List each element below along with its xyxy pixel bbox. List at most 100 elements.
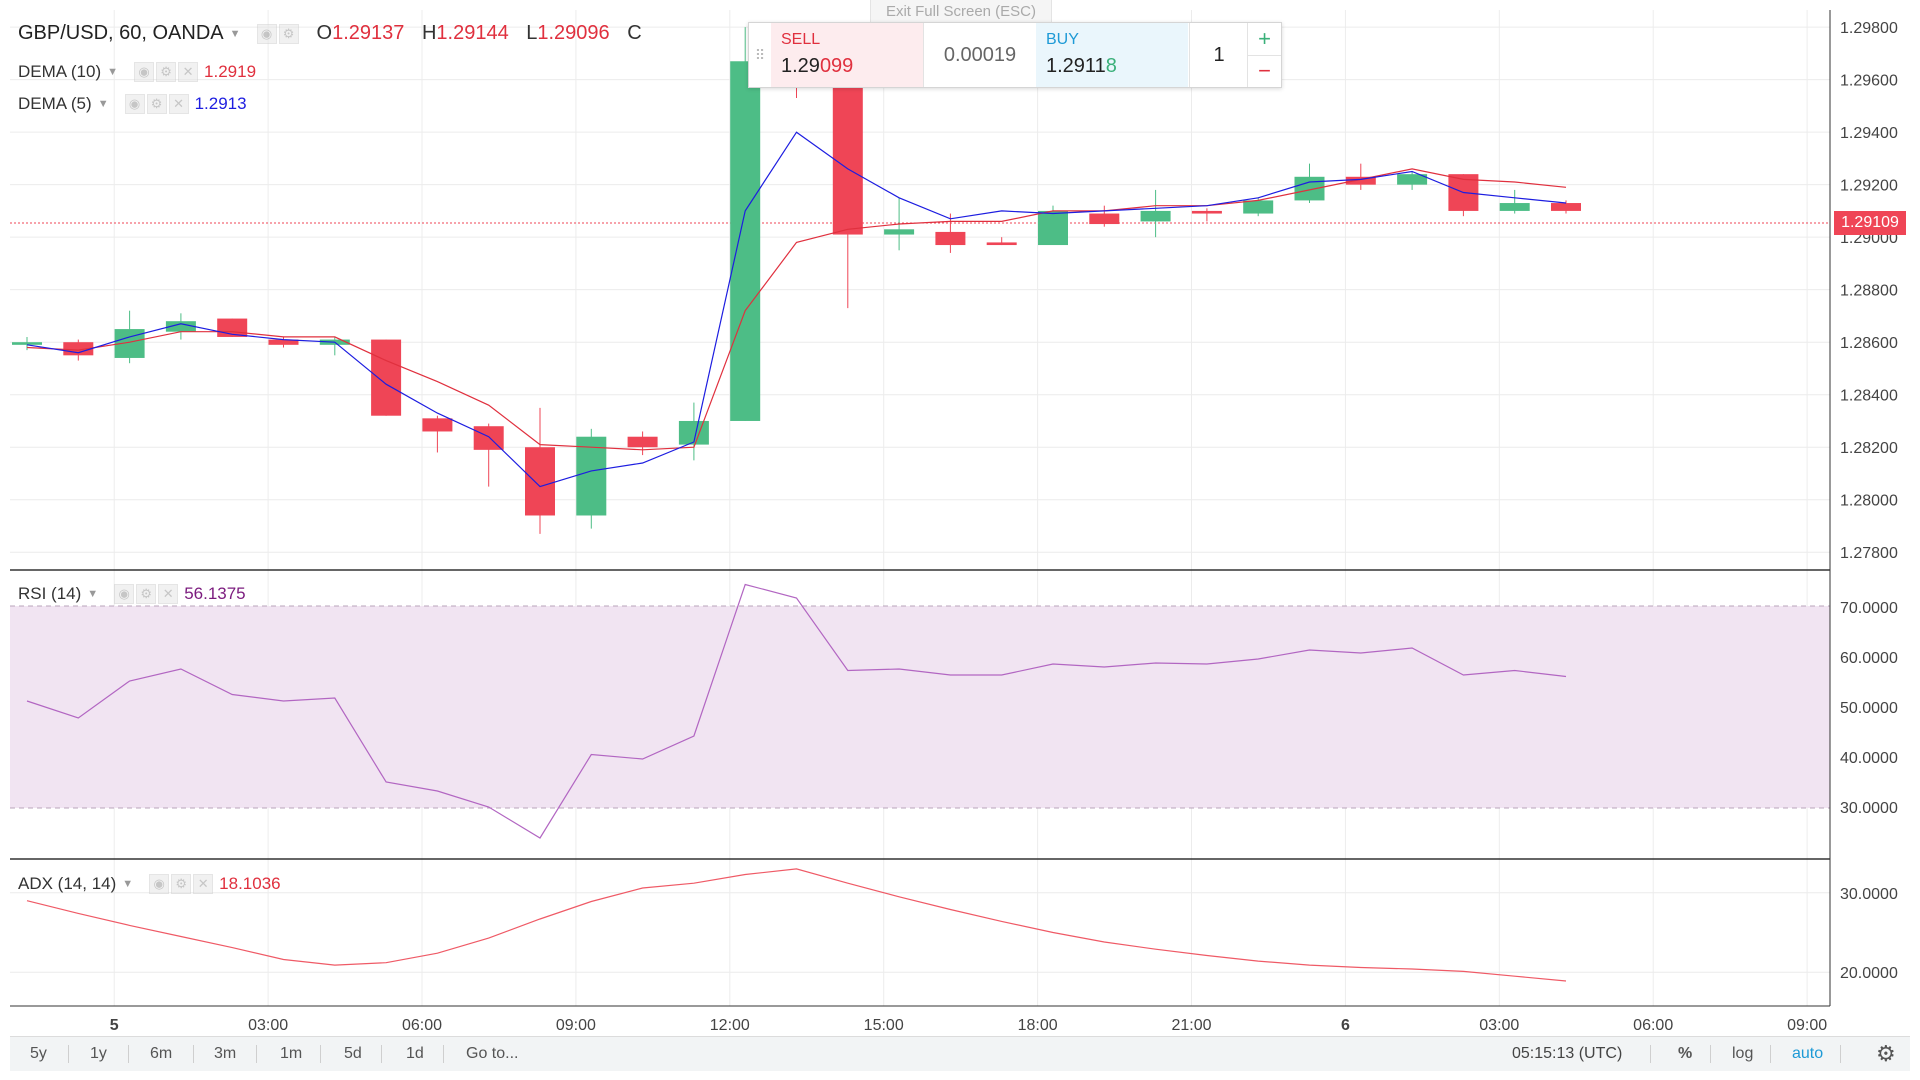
go-to-date-button[interactable]: Go to... bbox=[466, 1045, 519, 1062]
sell-button[interactable]: SELL 1.29099 bbox=[771, 23, 923, 87]
time-tick-label: 12:00 bbox=[710, 1017, 750, 1034]
close-icon[interactable]: ✕ bbox=[158, 584, 179, 604]
candle-body bbox=[1499, 203, 1530, 211]
chevron-down-icon[interactable]: ▼ bbox=[107, 66, 119, 78]
price-tick-label: 1.29200 bbox=[1840, 178, 1898, 195]
close-icon[interactable]: ✕ bbox=[193, 874, 214, 894]
dema5-series bbox=[26, 131, 1567, 488]
gear-icon[interactable]: ⚙ bbox=[146, 94, 167, 114]
divider bbox=[1710, 1045, 1711, 1063]
time-tick-label: 06:00 bbox=[1633, 1017, 1673, 1034]
adx-label[interactable]: ADX (14, 14) bbox=[18, 874, 117, 893]
candle-body bbox=[1551, 203, 1581, 211]
price-tick-label: 1.28800 bbox=[1840, 283, 1898, 300]
legend-controls[interactable]: ◉ ⚙ ✕ bbox=[149, 874, 214, 894]
legend-controls[interactable]: ◉ ⚙ ✕ bbox=[134, 62, 199, 82]
divider bbox=[1770, 1045, 1771, 1063]
range-1m-button[interactable]: 1m bbox=[280, 1045, 303, 1062]
legend-controls[interactable]: ◉ ⚙ ✕ bbox=[114, 584, 179, 604]
time-tick-label: 09:00 bbox=[1787, 1017, 1827, 1034]
chevron-down-icon[interactable]: ▼ bbox=[122, 878, 134, 890]
gear-icon[interactable]: ⚙ bbox=[1876, 1041, 1896, 1066]
rsi-tick-label: 30.0000 bbox=[1840, 800, 1898, 817]
buy-label: BUY bbox=[1046, 31, 1079, 48]
eye-icon[interactable]: ◉ bbox=[134, 62, 155, 82]
candle-body bbox=[525, 447, 555, 516]
quantity-field[interactable]: 1 bbox=[1189, 23, 1248, 87]
price-tick-label: 1.27800 bbox=[1840, 545, 1898, 562]
candle-body bbox=[627, 436, 658, 448]
buy-button[interactable]: BUY 1.29118 bbox=[1036, 23, 1188, 87]
time-tick-label: 6 bbox=[1341, 1017, 1350, 1034]
gear-icon[interactable]: ⚙ bbox=[156, 62, 177, 82]
rsi-tick-label: 70.0000 bbox=[1840, 600, 1898, 617]
gear-icon[interactable]: ⚙ bbox=[278, 23, 299, 44]
range-1y-button[interactable]: 1y bbox=[90, 1045, 107, 1062]
log-scale-toggle[interactable]: log bbox=[1732, 1045, 1754, 1062]
adx-value: 18.1036 bbox=[219, 874, 281, 893]
time-tick-label: 03:00 bbox=[248, 1017, 288, 1034]
range-5d-button[interactable]: 5d bbox=[344, 1045, 362, 1062]
candle-body bbox=[268, 339, 299, 345]
adx-tick-label: 20.0000 bbox=[1840, 965, 1898, 982]
symbol-title[interactable]: GBP/USD, 60, OANDA bbox=[18, 22, 224, 44]
price-tick-label: 1.28400 bbox=[1840, 388, 1898, 405]
range-1d-button[interactable]: 1d bbox=[406, 1045, 424, 1062]
price-tick-label: 1.29800 bbox=[1840, 20, 1898, 37]
adx-series bbox=[26, 868, 1567, 982]
eye-icon[interactable]: ◉ bbox=[114, 584, 135, 604]
drag-handle-icon[interactable]: ⠿ bbox=[754, 47, 766, 63]
price-tick-label: 1.28600 bbox=[1840, 335, 1898, 352]
legend-controls[interactable]: ◉ ⚙ ✕ bbox=[124, 94, 189, 114]
auto-scale-toggle[interactable]: auto bbox=[1792, 1045, 1824, 1062]
rsi-label[interactable]: RSI (14) bbox=[18, 584, 82, 603]
eye-icon[interactable]: ◉ bbox=[124, 94, 145, 114]
time-tick-label: 09:00 bbox=[556, 1017, 596, 1034]
dema5-legend: DEMA (5) ▼ ◉ ⚙ ✕ 1.2913 bbox=[18, 94, 247, 114]
range-5y-button[interactable]: 5y bbox=[30, 1045, 47, 1062]
legend-controls[interactable]: ◉ ⚙ bbox=[256, 23, 299, 44]
high-value: 1.29144 bbox=[436, 22, 509, 44]
time-tick-label: 21:00 bbox=[1171, 1017, 1211, 1034]
utc-clock[interactable]: 05:15:13 (UTC) bbox=[1512, 1045, 1623, 1062]
dema10-legend: DEMA (10) ▼ ◉ ⚙ ✕ 1.2919 bbox=[18, 62, 256, 82]
symbol-legend: GBP/USD, 60, OANDA ▼ ◉ ⚙ O1.29137 H1.2914… bbox=[18, 22, 642, 45]
price-tick-label: 1.28200 bbox=[1840, 440, 1898, 457]
eye-icon[interactable]: ◉ bbox=[149, 874, 170, 894]
quantity-increase-button[interactable]: + bbox=[1247, 23, 1281, 56]
time-tick-label: 03:00 bbox=[1479, 1017, 1519, 1034]
dema5-label[interactable]: DEMA (5) bbox=[18, 94, 92, 113]
candle-body bbox=[1089, 213, 1120, 225]
divider bbox=[320, 1045, 321, 1063]
eye-icon[interactable]: ◉ bbox=[256, 23, 277, 44]
gear-icon[interactable]: ⚙ bbox=[136, 584, 157, 604]
chevron-down-icon[interactable]: ▼ bbox=[87, 588, 99, 600]
candle-body bbox=[935, 231, 966, 246]
rsi-tick-label: 50.0000 bbox=[1840, 700, 1898, 717]
rsi-value: 56.1375 bbox=[184, 584, 246, 603]
chevron-down-icon[interactable]: ▼ bbox=[229, 27, 241, 40]
low-value: 1.29096 bbox=[537, 22, 610, 44]
chevron-down-icon[interactable]: ▼ bbox=[97, 98, 109, 110]
range-6m-button[interactable]: 6m bbox=[150, 1045, 173, 1062]
dema10-label[interactable]: DEMA (10) bbox=[18, 62, 102, 81]
candle-body bbox=[1191, 210, 1222, 214]
quantity-decrease-button[interactable]: − bbox=[1247, 55, 1281, 87]
dema10-value: 1.2919 bbox=[204, 62, 257, 81]
divider bbox=[443, 1045, 444, 1063]
dema10-series bbox=[26, 168, 1567, 451]
candle-body bbox=[730, 61, 761, 421]
gear-icon[interactable]: ⚙ bbox=[171, 874, 192, 894]
time-tick-label: 15:00 bbox=[864, 1017, 904, 1034]
candle-body bbox=[1038, 210, 1068, 246]
adx-tick-label: 30.0000 bbox=[1840, 886, 1898, 903]
time-tick-label: 18:00 bbox=[1018, 1017, 1058, 1034]
percent-scale-toggle[interactable]: % bbox=[1678, 1045, 1693, 1062]
range-3m-button[interactable]: 3m bbox=[214, 1045, 237, 1062]
candle-body bbox=[986, 242, 1017, 246]
candle-body bbox=[1294, 176, 1325, 201]
close-icon[interactable]: ✕ bbox=[178, 62, 199, 82]
rsi-series bbox=[26, 583, 1567, 839]
close-icon[interactable]: ✕ bbox=[168, 94, 189, 114]
